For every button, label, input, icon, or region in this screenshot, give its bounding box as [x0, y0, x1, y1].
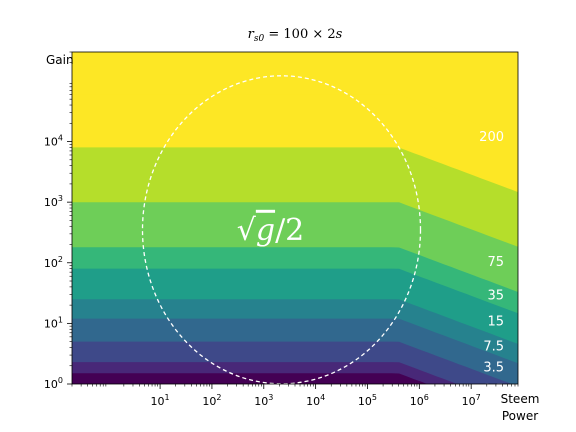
x-tick-label: 102	[202, 393, 221, 408]
band-label-3-5: 3.5	[483, 361, 504, 376]
y-tick-label: 100	[44, 376, 63, 391]
y-tick-label: 104	[44, 134, 63, 149]
x-tick-label: 101	[151, 393, 170, 408]
y-tick-label: 103	[44, 194, 63, 209]
band-label-1-5: 1.5	[483, 382, 504, 397]
x-tick-label: 106	[410, 393, 429, 408]
svg-text:Steem: Steem	[501, 392, 540, 406]
x-tick-label: 107	[462, 393, 481, 408]
x-tick-label: 103	[254, 393, 273, 408]
band-label-35: 35	[487, 288, 504, 303]
svg-text:Power: Power	[502, 409, 538, 423]
y-tick-label: 102	[44, 255, 63, 270]
annotation-ellipse	[141, 75, 422, 385]
contour-band-10	[72, 52, 518, 139]
x-tick-label: 104	[306, 393, 325, 408]
band-label-15: 15	[487, 314, 504, 329]
annotation-sqrt-g-over-2: √g/2	[237, 213, 305, 248]
chart-title: rs0 = 100 × 2s	[248, 27, 343, 44]
band-labels: 0.81.5 3.5 7.5 15 35 75 200	[479, 130, 504, 413]
x-axis: 101 102 103 104 105 106 107	[71, 384, 519, 408]
band-label-0-8: 0.8	[483, 398, 504, 413]
band-label-7-5: 7.5	[483, 339, 504, 354]
band-label-75: 75	[487, 255, 504, 270]
y-tick-label: 101	[44, 315, 63, 330]
x-axis-label: Steem Power	[501, 392, 540, 423]
x-tick-label: 105	[358, 393, 377, 408]
y-axis: 100 101 102 103 104	[44, 51, 72, 391]
y-axis-label: Gain	[46, 53, 74, 67]
contour-bands	[72, 52, 518, 384]
band-label-200: 200	[479, 130, 504, 145]
